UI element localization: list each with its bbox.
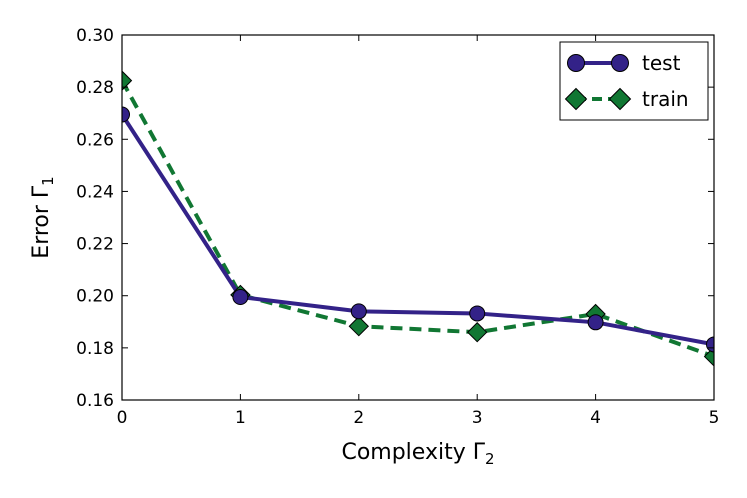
- y-tick-label: 0.22: [76, 235, 114, 255]
- x-tick-label: 2: [353, 408, 364, 428]
- series-line-train: [122, 79, 714, 359]
- y-axis-label: Error Γ1: [29, 176, 57, 258]
- x-axis-label-subscript: 2: [485, 450, 495, 468]
- data-point-test: [122, 106, 130, 123]
- data-point-test: [350, 303, 367, 320]
- legend-label-train: train: [642, 87, 689, 111]
- legend-label-test: test: [642, 51, 681, 75]
- y-tick-label: 0.30: [76, 26, 114, 46]
- y-tick-label: 0.20: [76, 287, 114, 307]
- legend-marker-test: [567, 54, 585, 72]
- legend-box: [559, 41, 709, 121]
- data-point-test: [469, 305, 486, 322]
- y-tick-label: 0.16: [76, 391, 114, 411]
- plot-frame: [121, 34, 715, 401]
- legend-marker-train: [608, 87, 632, 111]
- series-layer: [122, 70, 714, 367]
- x-tick-label: 1: [235, 408, 246, 428]
- x-tick-label: 3: [472, 408, 483, 428]
- data-point-train: [466, 322, 488, 343]
- series-line-test: [122, 113, 714, 347]
- data-point-test: [587, 314, 604, 331]
- x-tick-label: 4: [590, 408, 601, 428]
- y-tick-label: 0.18: [76, 339, 114, 359]
- y-axis-label-main: Error Γ: [29, 185, 54, 259]
- y-tick-label: 0.24: [76, 182, 114, 202]
- y-tick-label: 0.28: [76, 78, 114, 98]
- y-axis-label-subscript: 1: [39, 176, 57, 186]
- legend: test train: [559, 41, 709, 121]
- data-point-train: [122, 70, 133, 91]
- data-point-test: [232, 289, 249, 306]
- x-tick-label: 0: [117, 408, 128, 428]
- x-tick-label: 5: [709, 408, 720, 428]
- x-axis-label-main: Complexity Γ: [341, 440, 485, 465]
- data-point-train: [348, 316, 370, 337]
- y-tick-label: 0.26: [76, 130, 114, 150]
- x-axis-label: Complexity Γ2: [341, 440, 494, 468]
- legend-marker-test: [611, 54, 629, 72]
- ticks-layer: 0 1 2 3 4 5 0.16 0.18 0.20 0.22 0.24 0.26 0.28 0.30: [76, 26, 719, 428]
- legend-marker-train: [564, 87, 588, 111]
